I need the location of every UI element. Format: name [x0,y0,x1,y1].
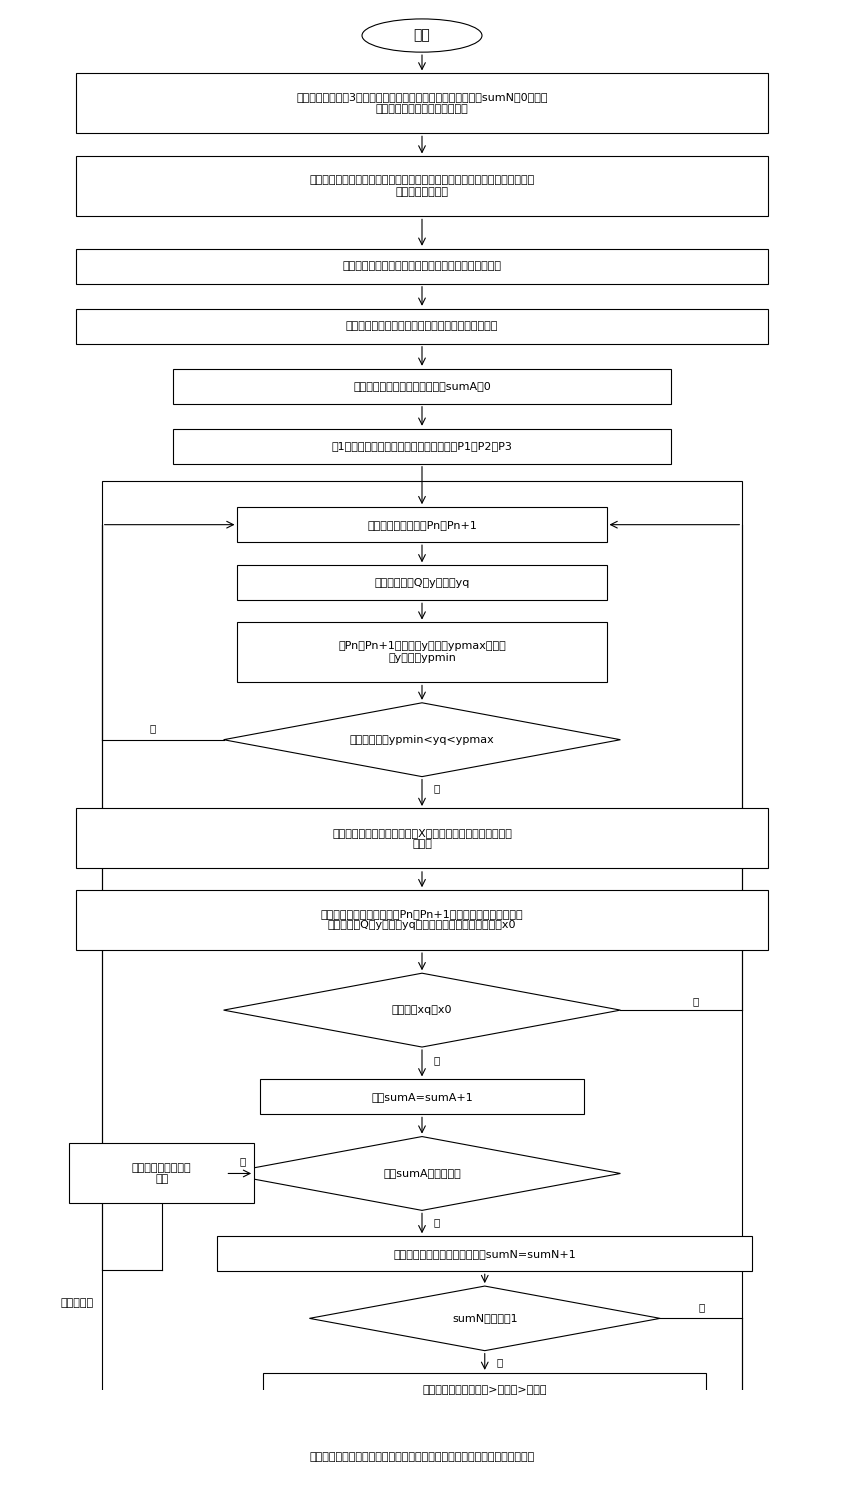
Text: 否: 否 [240,1156,246,1166]
FancyBboxPatch shape [76,889,768,950]
FancyBboxPatch shape [237,507,607,542]
Text: 取障碍物点云Q的y坐标值yq: 取障碍物点云Q的y坐标值yq [374,578,470,588]
Text: 是: 是 [434,784,441,793]
Text: 导航单元、运动单元或声光警示系统接收到安全避障机制指令后执行避障措施: 导航单元、运动单元或声光警示系统接收到安全避障机制指令后执行避障措施 [310,1452,534,1461]
FancyBboxPatch shape [237,622,607,682]
Polygon shape [224,703,620,777]
Ellipse shape [362,1500,482,1505]
Text: 是: 是 [434,1218,441,1228]
Polygon shape [224,1136,620,1210]
Text: 转换为障碍物基于移动机器人直角坐标系的点云坐标: 转换为障碍物基于移动机器人直角坐标系的点云坐标 [346,321,498,331]
Text: 按优先级顺序，危险区>警示区>避障区: 按优先级顺序，危险区>警示区>避障区 [423,1385,547,1395]
FancyBboxPatch shape [173,429,671,464]
FancyBboxPatch shape [76,309,768,343]
Text: 是: 是 [497,1358,503,1368]
Text: 计算sumA=sumA+1: 计算sumA=sumA+1 [371,1091,473,1102]
Text: 否: 否 [692,996,698,1005]
Text: sumN是否大于1: sumN是否大于1 [452,1314,517,1323]
Text: 通过障碍物点云画一条平行于X轴的直线，与当前两点连成的
边相交: 通过障碍物点云画一条平行于X轴的直线，与当前两点连成的 边相交 [332,828,512,849]
FancyBboxPatch shape [69,1144,254,1204]
Text: 在程序中依次设定3个多边形安全区域的顶点坐标，并设置参数sumN为0，设置
相应安全避障机制及优先级顺序: 在程序中依次设定3个多边形安全区域的顶点坐标，并设置参数sumN为0，设置 相应… [296,92,548,114]
FancyBboxPatch shape [76,248,768,284]
Polygon shape [224,974,620,1047]
FancyBboxPatch shape [217,1236,752,1272]
Text: 开始: 开始 [414,29,430,42]
FancyBboxPatch shape [76,1439,768,1475]
FancyBboxPatch shape [261,1079,583,1114]
Text: 判断sumA是否为奇数: 判断sumA是否为奇数 [383,1168,461,1178]
Ellipse shape [362,20,482,53]
Text: 否: 否 [149,724,155,733]
Polygon shape [310,1287,660,1350]
Text: 该障碍物在该多边形内部，计算sumN=sumN+1: 该障碍物在该多边形内部，计算sumN=sumN+1 [393,1249,576,1258]
Text: 该障碍物在该多边形
外部: 该障碍物在该多边形 外部 [132,1163,192,1184]
Text: 取相邻的两个顶点，Pn，Pn+1: 取相邻的两个顶点，Pn，Pn+1 [367,519,477,530]
Text: 根据直线的两点式列出通过Pn与Pn+1两点的直线的方程式，将
障碍物点云Q的y坐标值yq代入方程式，求交点的坐标值x0: 根据直线的两点式列出通过Pn与Pn+1两点的直线的方程式，将 障碍物点云Q的y坐… [321,909,523,930]
FancyBboxPatch shape [76,808,768,868]
Text: 判断是否xq＜x0: 判断是否xq＜x0 [392,1005,452,1014]
Text: 转换为障碍物基于激光测距元件直角坐标系的点云坐标: 转换为障碍物基于激光测距元件直角坐标系的点云坐标 [343,262,501,271]
FancyBboxPatch shape [76,72,768,132]
Text: 取Pn，Pn+1中最大的y坐标值ypmax与最小
的y坐标值ypmin: 取Pn，Pn+1中最大的y坐标值ypmax与最小 的y坐标值ypmin [338,641,506,662]
Text: 循环此步骤: 循环此步骤 [60,1297,94,1308]
Text: 机器人安全单元读取激光测距元件所测量的障碍物基于激光测距元件极坐标系
的原始极坐标数据: 机器人安全单元读取激光测距元件所测量的障碍物基于激光测距元件极坐标系 的原始极坐… [310,175,534,197]
Text: 选取其中一个多边形，设置参数sumA为0: 选取其中一个多边形，设置参数sumA为0 [353,381,491,391]
Text: 否: 否 [699,1302,705,1312]
FancyBboxPatch shape [173,369,671,403]
FancyBboxPatch shape [237,566,607,600]
Text: 是: 是 [434,1055,441,1066]
FancyBboxPatch shape [263,1373,706,1407]
Text: 判断是否符合ypmin<yq<ypmax: 判断是否符合ypmin<yq<ypmax [349,734,495,745]
FancyBboxPatch shape [76,157,768,215]
Text: 从1开始为多边形的顶点按连接顺序编号，P1，P2，P3: 从1开始为多边形的顶点按连接顺序编号，P1，P2，P3 [332,441,512,452]
